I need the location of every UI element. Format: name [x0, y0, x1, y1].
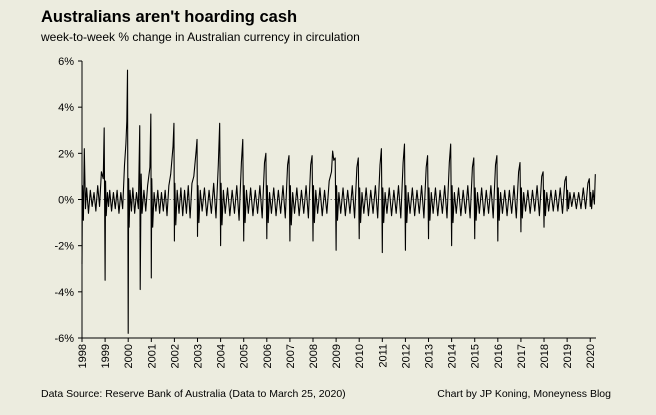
x-tick-label: 2006: [262, 344, 274, 368]
x-tick-label: 2017: [516, 344, 528, 368]
x-tick-label: 2018: [539, 344, 551, 368]
chart-series-group: [81, 69, 596, 334]
x-tick-label: 2004: [216, 344, 228, 368]
y-tick-label: 6%: [58, 56, 74, 68]
chart-credit: Chart by JP Koning, Moneyness Blog: [437, 388, 611, 400]
y-tick-label: -6%: [54, 333, 74, 345]
chart-title: Australians aren't hoarding cash: [41, 8, 298, 26]
x-tick-label: 2000: [123, 344, 135, 368]
y-tick-label: 0%: [58, 195, 74, 207]
x-tick-label: 2009: [331, 344, 343, 368]
currency-change-series-line: [81, 69, 596, 334]
y-tick-label: -2%: [54, 241, 74, 253]
x-tick-label: 2007: [285, 344, 297, 368]
x-tick-label: 2019: [562, 344, 574, 368]
x-tick-label: 1999: [100, 344, 112, 368]
y-tick-label: 4%: [58, 102, 74, 114]
x-tick-label: 2008: [308, 344, 320, 368]
x-tick-label: 2003: [193, 344, 205, 368]
x-tick-label: 2014: [447, 344, 459, 368]
x-tick-label: 2016: [493, 344, 505, 368]
x-tick-label: 2012: [400, 344, 412, 368]
x-tick-label: 2020: [585, 344, 597, 368]
x-tick-label: 2002: [169, 344, 181, 368]
y-tick-label: 2%: [58, 148, 74, 160]
x-tick-label: 2011: [377, 344, 389, 368]
x-tick-label: 2015: [470, 344, 482, 368]
x-tick-label: 2005: [239, 344, 251, 368]
data-source-note: Data Source: Reserve Bank of Australia (…: [41, 388, 346, 400]
x-tick-label: 2010: [354, 344, 366, 368]
x-tick-label: 1998: [77, 344, 89, 368]
y-tick-label: -4%: [54, 287, 74, 299]
x-tick-label: 2001: [146, 344, 158, 368]
x-tick-label: 2013: [424, 344, 436, 368]
chart-subtitle: week-to-week % change in Australian curr…: [41, 30, 360, 44]
